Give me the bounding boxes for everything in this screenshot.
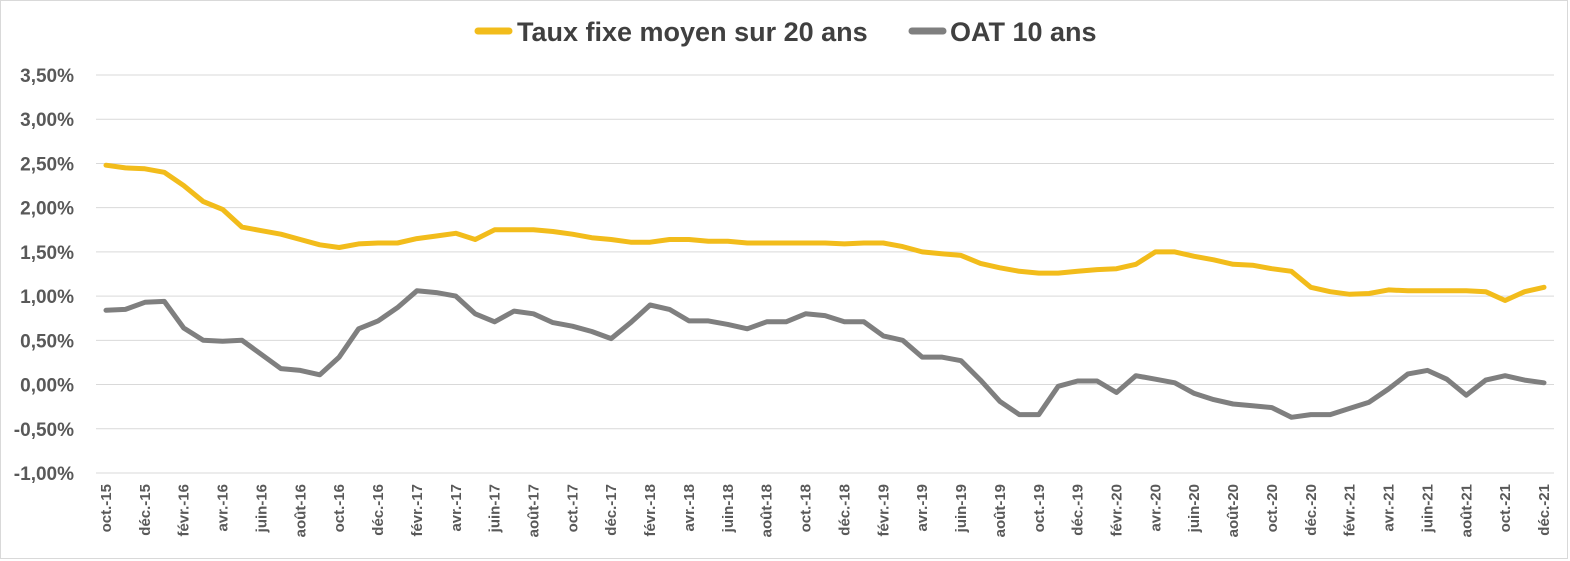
series-line-oat-10-ans: [103, 288, 1547, 420]
x-tick-label: avr.-18: [681, 484, 698, 532]
y-tick-label: 1,00%: [20, 287, 74, 308]
y-tick-label: 3,00%: [20, 110, 74, 131]
x-tick-label: févr.-18: [642, 484, 659, 537]
x-tick-label: déc.-16: [370, 484, 387, 536]
x-tick-label: avr.-20: [1147, 484, 1164, 532]
y-axis-tick-labels: 3,50% 3,00% 2,50% 2,00% 1,50% 1,00% 0,50% 0,00%…: [14, 66, 74, 485]
x-tick-label: avr.-21: [1381, 484, 1398, 532]
x-tick-label: févr.-21: [1342, 484, 1359, 537]
x-tick-label: juin-16: [254, 484, 271, 533]
x-tick-label: août-21: [1458, 484, 1475, 537]
x-axis-tick-labels: oct.-15 déc.-15 févr.-16 avr.-16 juin-16 août…: [98, 484, 1553, 537]
x-tick-label: juin-20: [1186, 484, 1203, 533]
legend-label-taux-fixe: Taux fixe moyen sur 20 ans: [517, 17, 868, 47]
y-tick-label: -0,50%: [14, 420, 74, 441]
y-tick-label: 1,50%: [20, 243, 74, 264]
x-tick-label: juin-17: [487, 484, 504, 533]
series-lines: [103, 162, 1547, 420]
x-tick-label: juin-21: [1419, 484, 1436, 533]
x-tick-label: avr.-17: [448, 484, 465, 532]
x-tick-label: avr.-16: [215, 484, 232, 532]
x-tick-label: oct.-18: [798, 484, 815, 532]
x-tick-label: juin-19: [953, 484, 970, 533]
x-tick-label: avr.-19: [914, 484, 931, 532]
x-tick-label: oct.-16: [331, 484, 348, 532]
x-tick-label: févr.-16: [176, 484, 193, 537]
x-tick-label: févr.-20: [1109, 484, 1126, 537]
x-tick-label: oct.-19: [1031, 484, 1048, 532]
x-tick-label: août-17: [526, 484, 543, 537]
x-tick-label: déc.-20: [1303, 484, 1320, 536]
x-tick-label: août-18: [759, 484, 776, 537]
x-tick-label: juin-18: [720, 484, 737, 533]
y-tick-label: 3,50%: [20, 66, 74, 87]
x-tick-label: oct.-21: [1497, 484, 1514, 532]
y-tick-label: 0,50%: [20, 331, 74, 352]
x-tick-label: févr.-17: [409, 484, 426, 537]
x-tick-label: août-20: [1225, 484, 1242, 537]
x-tick-label: févr.-19: [875, 484, 892, 537]
series-line-taux-fixe-moyen-sur-20-ans: [103, 162, 1547, 303]
y-tick-label: 2,50%: [20, 154, 74, 175]
gridlines: [96, 74, 1554, 474]
x-tick-label: déc.-19: [1070, 484, 1087, 536]
x-tick-label: déc.-21: [1536, 484, 1553, 536]
legend: Taux fixe moyen sur 20 ans OAT 10 ans: [474, 17, 1097, 47]
x-tick-label: déc.-17: [603, 484, 620, 536]
x-tick-label: déc.-18: [836, 484, 853, 536]
x-tick-label: août-16: [292, 484, 309, 537]
x-tick-label: oct.-17: [564, 484, 581, 532]
x-tick-label: oct.-15: [98, 484, 115, 532]
x-tick-label: déc.-15: [137, 484, 154, 536]
x-tick-label: août-19: [992, 484, 1009, 537]
x-tick-label: oct.-20: [1264, 484, 1281, 532]
y-tick-label: -1,00%: [14, 464, 74, 485]
y-tick-label: 0,00%: [20, 376, 74, 397]
legend-label-oat: OAT 10 ans: [950, 17, 1097, 47]
y-tick-label: 2,00%: [20, 199, 74, 220]
